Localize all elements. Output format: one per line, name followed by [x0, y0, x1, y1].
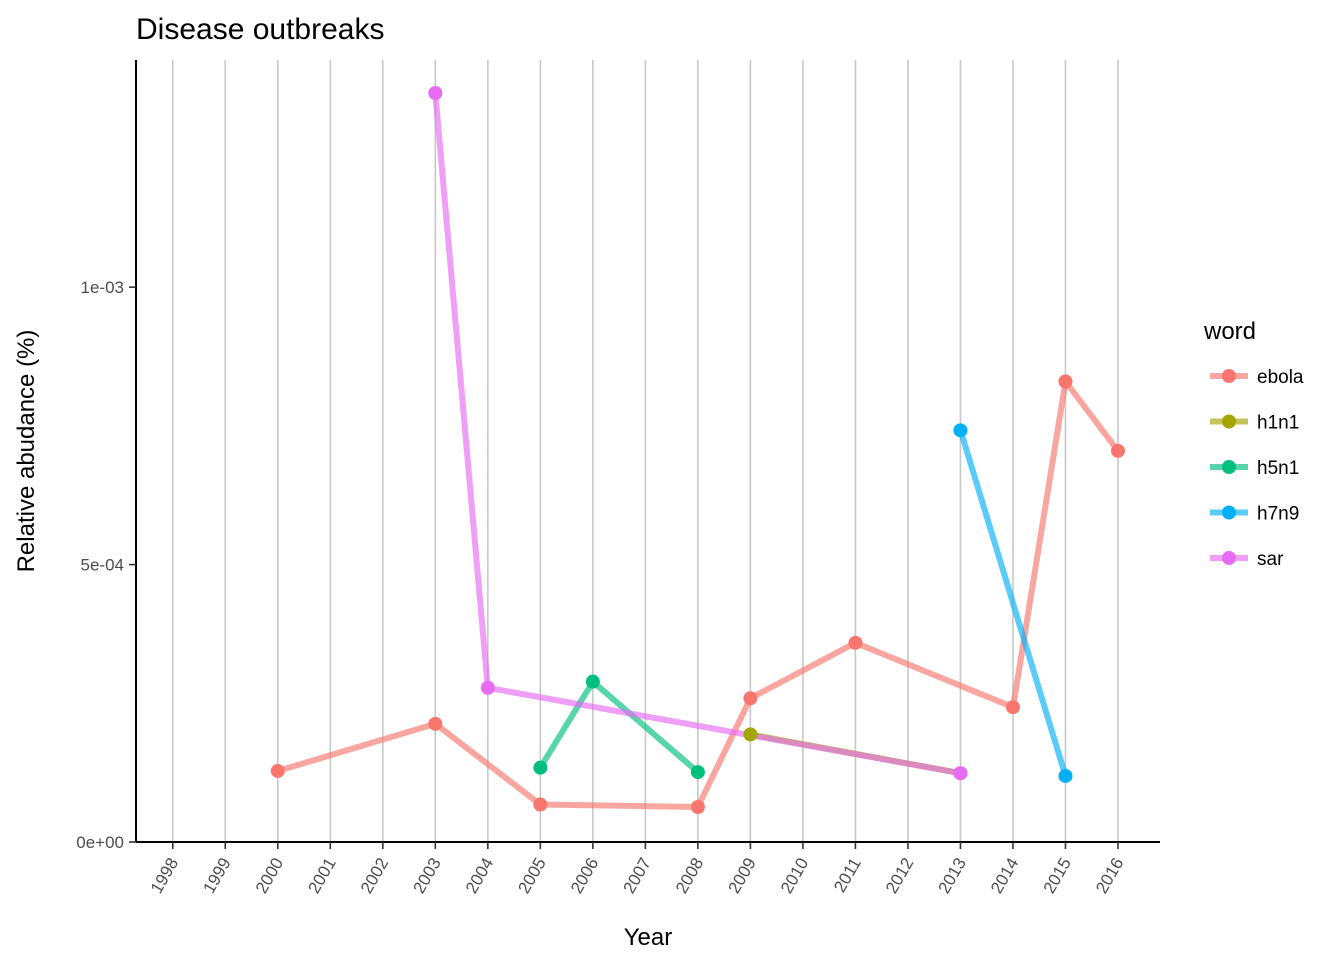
x-tick-label: 2000: [252, 855, 287, 897]
data-point-h7n9: [953, 423, 968, 438]
y-tick-label: 5e-04: [81, 556, 124, 575]
x-axis-title: Year: [624, 924, 673, 951]
grid-lines: [171, 60, 1119, 842]
data-point-ebola: [533, 797, 548, 812]
series-line-h7n9: [957, 429, 1069, 777]
series-points: [270, 86, 1125, 815]
x-tick-label: 1998: [147, 855, 182, 897]
data-point-ebola: [270, 763, 285, 778]
data-point-sar: [428, 86, 443, 100]
x-tick-label: 2006: [567, 855, 602, 897]
x-tick-label: 2003: [409, 855, 444, 897]
legend-key-point: [1222, 460, 1236, 474]
x-tick-label: 2005: [514, 855, 549, 897]
legend-label: ebola: [1257, 367, 1304, 388]
data-point-sar: [953, 766, 968, 781]
x-tick-label: 2002: [357, 855, 392, 897]
x-tick-label: 2001: [304, 855, 339, 897]
data-point-ebola: [1058, 374, 1073, 389]
y-tick-label: 0e+00: [76, 833, 124, 852]
legend-label: h1n1: [1257, 413, 1299, 434]
data-point-h5n1: [585, 674, 600, 689]
legend-key-point: [1222, 369, 1236, 383]
series-line-h5n1: [537, 678, 700, 775]
data-point-sar: [480, 680, 495, 695]
legend-item-h5n1: h5n1: [1210, 458, 1299, 479]
legend-item-h7n9: h7n9: [1210, 504, 1299, 525]
x-axis-ticks: 1998 1999 2000 2001 2002 2003 2004 2005 2006 2007…: [147, 842, 1127, 897]
y-axis-title: Relative abudance (%): [13, 330, 40, 573]
data-point-ebola: [428, 716, 443, 731]
chart-title: Disease outbreaks: [136, 13, 384, 46]
legend-key-point: [1222, 551, 1236, 565]
data-point-ebola: [743, 691, 758, 706]
legend-item-ebola: ebola: [1210, 367, 1304, 388]
legend: word ebola h1n1 h5n1 h7n9 sar: [1203, 318, 1304, 570]
legend-label: sar: [1257, 549, 1284, 570]
x-tick-label: 2011: [830, 855, 865, 896]
x-tick-label: 2013: [935, 855, 970, 897]
legend-title: word: [1203, 318, 1256, 345]
data-point-ebola: [1005, 700, 1020, 715]
x-tick-label: 2009: [724, 855, 759, 897]
x-tick-label: 2015: [1040, 855, 1075, 897]
legend-item-h1n1: h1n1: [1210, 413, 1299, 434]
data-point-ebola: [690, 800, 705, 815]
legend-item-sar: sar: [1210, 549, 1284, 570]
x-tick-label: 2008: [672, 855, 707, 897]
data-point-h7n9: [1058, 768, 1073, 783]
x-tick-label: 2014: [987, 855, 1022, 897]
x-tick-label: 2012: [882, 855, 917, 897]
x-tick-label: 2010: [777, 855, 812, 897]
legend-key-point: [1222, 505, 1236, 520]
data-point-h5n1: [533, 760, 548, 775]
data-point-h5n1: [690, 765, 705, 780]
legend-label: h5n1: [1257, 458, 1299, 479]
y-tick-label: 1e-03: [81, 278, 124, 297]
legend-key-point: [1222, 414, 1236, 429]
x-tick-label: 2007: [619, 855, 654, 897]
data-point-ebola: [848, 635, 863, 650]
x-tick-label: 1999: [199, 855, 234, 897]
y-axis-ticks: 0e+00 5e-04 1e-03: [76, 278, 136, 852]
legend-label: h7n9: [1257, 504, 1299, 525]
x-tick-label: 2004: [462, 855, 497, 897]
data-point-ebola: [1110, 443, 1125, 458]
data-point-h1n1: [743, 727, 758, 742]
x-tick-label: 2016: [1092, 855, 1127, 897]
